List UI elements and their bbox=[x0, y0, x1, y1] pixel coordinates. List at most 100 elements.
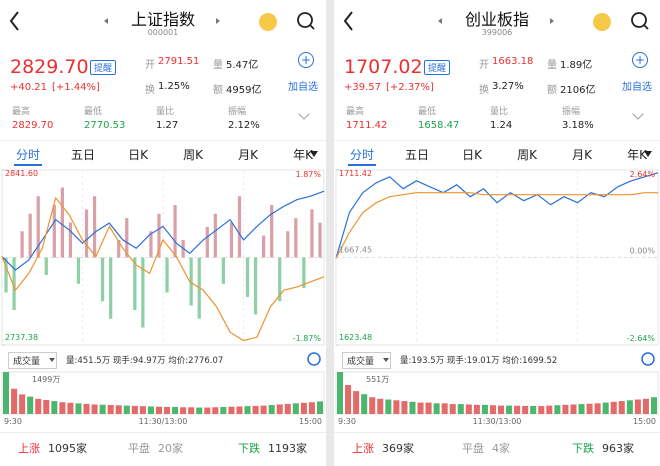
add-icon[interactable]: + bbox=[298, 52, 314, 68]
stat-value: 1658.47 bbox=[418, 120, 460, 131]
volume-bar bbox=[252, 405, 259, 414]
expand-arrow[interactable] bbox=[632, 108, 644, 120]
volume-bar bbox=[489, 405, 496, 414]
volume-bar bbox=[618, 401, 625, 414]
indicator-select[interactable]: 成交量 bbox=[342, 352, 392, 369]
tab-dropdown[interactable] bbox=[644, 151, 652, 157]
volume-bar bbox=[260, 405, 267, 414]
volume-bar bbox=[180, 407, 187, 414]
breadth-value: 963家 bbox=[602, 442, 634, 455]
volume-bar bbox=[244, 406, 251, 414]
flow-bar bbox=[36, 196, 40, 258]
flow-bar bbox=[84, 209, 89, 258]
remind-button[interactable]: 提醒 bbox=[90, 60, 117, 75]
pct-label: 0.00% bbox=[630, 247, 656, 256]
volume-bar bbox=[212, 407, 219, 414]
flow-bar bbox=[117, 240, 121, 258]
add-watchlist[interactable]: 加自选 bbox=[288, 82, 318, 93]
stat-value: 3.18% bbox=[562, 120, 594, 131]
flow-bar bbox=[133, 257, 137, 310]
panel: 创业板指 399006 1707.02 提醒 +39.57 [+2.37%] 开 1663.1… bbox=[334, 0, 660, 466]
volume-bar bbox=[473, 404, 480, 414]
quote-label: 换 bbox=[479, 85, 489, 96]
back-button[interactable] bbox=[343, 11, 353, 31]
flow-bar bbox=[92, 196, 97, 258]
price: 2829.70 bbox=[10, 56, 89, 78]
volume-bar bbox=[107, 405, 114, 414]
volume-bar bbox=[481, 404, 488, 414]
header-icons bbox=[9, 11, 315, 31]
volume-bar bbox=[602, 402, 609, 414]
flow-bar bbox=[221, 257, 225, 284]
volume-bar bbox=[292, 403, 299, 414]
change-pct: [+2.37%] bbox=[386, 82, 434, 93]
tab-underline bbox=[14, 164, 42, 166]
volume-bar bbox=[220, 406, 227, 414]
volume-bar bbox=[19, 394, 26, 414]
volume-bar bbox=[562, 404, 569, 414]
tab[interactable]: 月K bbox=[572, 148, 592, 162]
flow-bar bbox=[262, 235, 266, 258]
expand-arrow[interactable] bbox=[298, 108, 310, 120]
remind-button[interactable]: 提醒 bbox=[424, 60, 451, 75]
breadth-value: 369家 bbox=[382, 442, 414, 455]
tab[interactable]: 日K bbox=[128, 148, 148, 162]
back-button[interactable] bbox=[9, 11, 19, 31]
tab[interactable]: 日K bbox=[462, 148, 482, 162]
tab[interactable]: 月K bbox=[238, 148, 258, 162]
volume-bar bbox=[276, 404, 283, 414]
volume-bar bbox=[393, 400, 400, 414]
settings-icon bbox=[641, 352, 655, 366]
breadth-label: 平盘 bbox=[462, 442, 484, 455]
flow-bar bbox=[157, 213, 161, 258]
volume-bar bbox=[345, 385, 352, 414]
quote-label: 开 bbox=[479, 60, 489, 71]
flow-bar bbox=[4, 257, 8, 293]
search-icon bbox=[297, 12, 313, 28]
indicator-select[interactable]: 成交量 bbox=[8, 352, 58, 369]
stat-value: 1711.42 bbox=[346, 120, 388, 131]
tab[interactable]: 分时 bbox=[15, 148, 40, 162]
time-label: 9:30 bbox=[4, 417, 22, 426]
volume-bar bbox=[51, 401, 58, 414]
volume-info: 量:451.5万 现手:94.97万 均价:2776.07 bbox=[66, 356, 224, 366]
code: 000001 bbox=[147, 28, 179, 37]
breadth-label: 平盘 bbox=[128, 442, 150, 455]
add-watchlist[interactable]: 加自选 bbox=[622, 82, 652, 93]
tab[interactable]: 年K bbox=[293, 148, 313, 162]
tab[interactable]: 周K bbox=[517, 148, 537, 162]
flow-bar bbox=[318, 222, 322, 258]
volume-bar bbox=[353, 391, 360, 414]
volume-bar bbox=[361, 394, 368, 414]
volume-bar bbox=[594, 403, 601, 414]
tab[interactable]: 周K bbox=[183, 148, 203, 162]
volume-bar bbox=[284, 403, 291, 414]
breadth-label: 下跌 bbox=[238, 442, 260, 455]
flow-bar bbox=[20, 231, 24, 258]
tab[interactable]: 五日 bbox=[404, 148, 429, 162]
tab[interactable]: 分时 bbox=[349, 148, 374, 162]
flow-bar bbox=[213, 213, 217, 258]
volume-bar bbox=[91, 404, 98, 414]
flow-bar bbox=[101, 257, 105, 302]
tab[interactable]: 五日 bbox=[70, 148, 95, 162]
volume-bar bbox=[228, 406, 235, 414]
quote-value: 1663.18 bbox=[492, 56, 534, 67]
tab[interactable]: 年K bbox=[627, 148, 647, 162]
breadth-value: 1193家 bbox=[268, 442, 307, 455]
volume-bar bbox=[433, 403, 440, 414]
tab-dropdown[interactable] bbox=[310, 151, 318, 157]
volume-bar bbox=[554, 405, 561, 414]
change: +40.21 bbox=[10, 82, 48, 93]
quote-label: 额 bbox=[213, 85, 223, 96]
volume-bar bbox=[67, 402, 74, 414]
tab-underline bbox=[348, 164, 376, 166]
volume-bar bbox=[369, 397, 376, 414]
add-icon[interactable]: + bbox=[632, 52, 648, 68]
flow-bar bbox=[270, 205, 274, 258]
indicator-caret bbox=[383, 358, 389, 362]
volume-bar bbox=[139, 406, 146, 414]
flow-bar bbox=[245, 257, 250, 297]
volume-bar bbox=[506, 405, 513, 414]
